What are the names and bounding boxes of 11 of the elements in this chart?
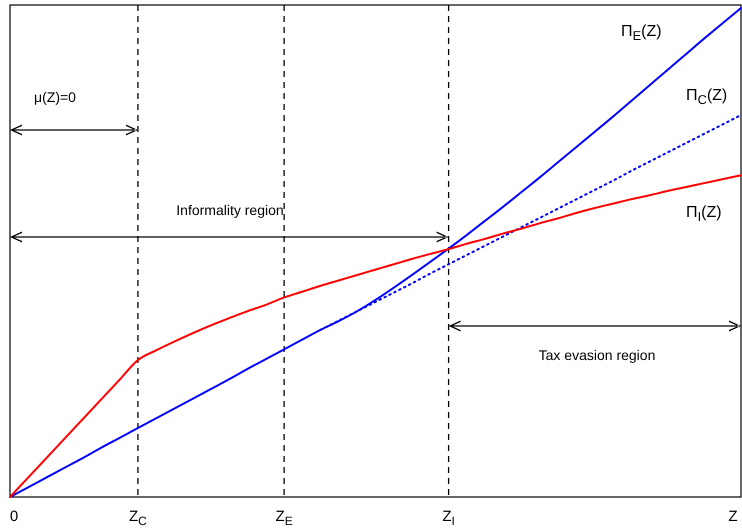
x-tick-label: Z$_{C}$ xyxy=(129,508,148,528)
x-tick-label: 0 xyxy=(10,508,18,525)
series-label: Π$_{I}$(Z) xyxy=(686,204,722,224)
annotation: μ(Z)=0 xyxy=(34,89,76,105)
x-tick-label: Z$_{I}$ xyxy=(442,508,455,528)
series-label: Π$_{E}$(Z) xyxy=(621,23,662,43)
x-tick-label: Z xyxy=(728,508,738,525)
annotation: Tax evasion region xyxy=(538,347,656,363)
x-tick-label: Z$_{E}$ xyxy=(276,508,293,528)
annotation: Informality region xyxy=(176,202,284,218)
series-label: Π$_{C}$(Z) xyxy=(686,87,728,107)
